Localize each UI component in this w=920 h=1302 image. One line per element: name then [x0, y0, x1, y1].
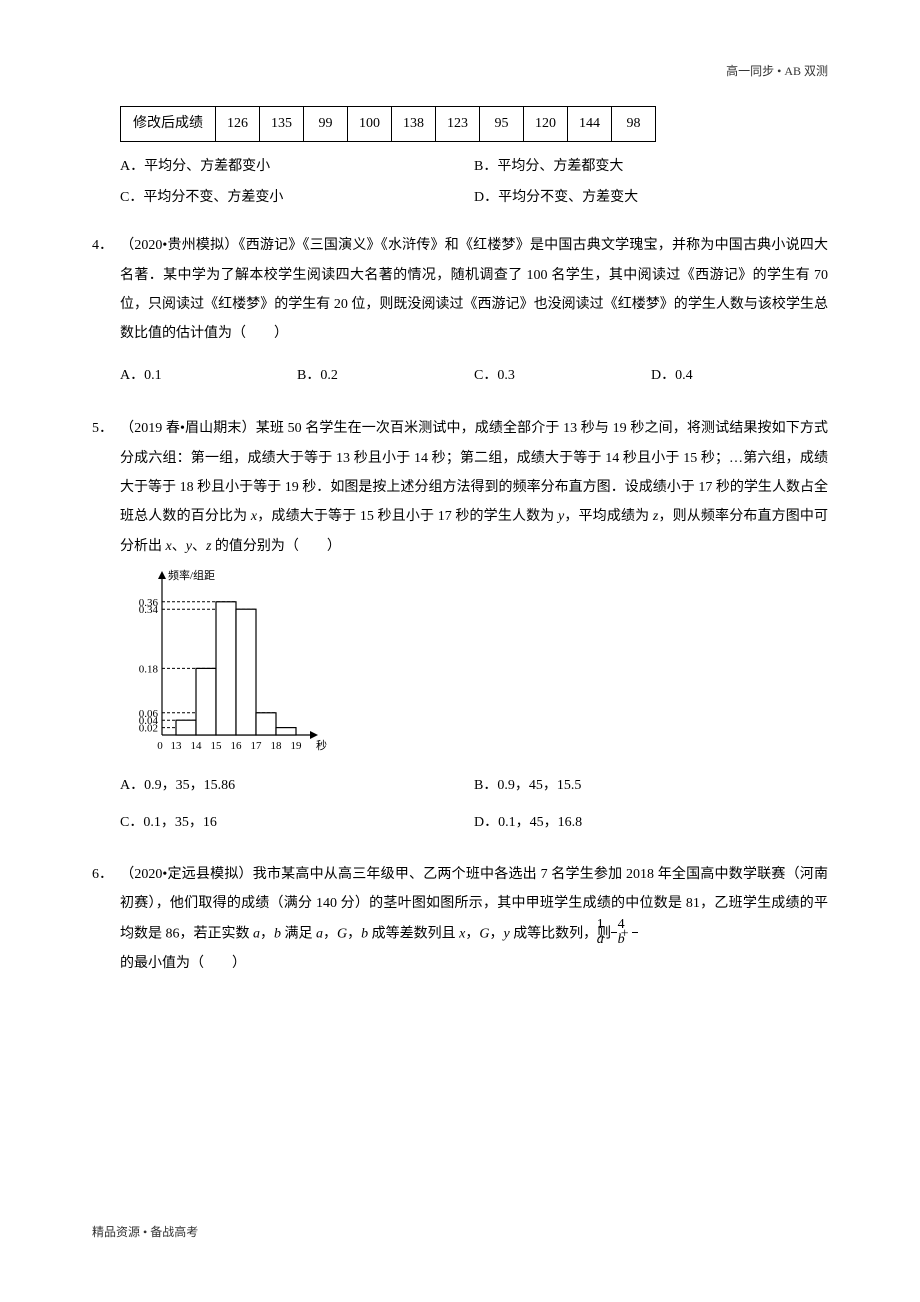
q6-a: a	[253, 926, 260, 941]
q6-t6: 成等差数列且	[368, 926, 459, 941]
q6-t10: 的最小值为（ ）	[120, 956, 246, 971]
q4-options: A．0.1 B．0.2 C．0.3 D．0.4	[120, 357, 828, 394]
q3-options: A．平均分、方差都变小 B．平均分、方差都变大 C．平均分不变、方差变小 D．平…	[120, 152, 828, 213]
svg-text:0.18: 0.18	[139, 663, 159, 675]
q5-histogram: 频率/组距秒0.020.040.060.180.340.360131415161…	[120, 567, 828, 757]
q4-option-a: A．0.1	[120, 357, 297, 394]
q5-text-7: 的值分别为（ ）	[211, 539, 341, 554]
q6-frac1-den: a	[611, 933, 617, 948]
q4-option-c: C．0.3	[474, 357, 651, 394]
q6-frac2-den: b	[632, 933, 638, 948]
table-cell: 100	[348, 107, 392, 142]
q6-G: G	[337, 926, 347, 941]
q4-number: 4．	[92, 231, 120, 260]
svg-text:17: 17	[251, 740, 263, 752]
svg-text:频率/组距: 频率/组距	[168, 568, 215, 582]
svg-text:13: 13	[171, 740, 183, 752]
q6-frac2-num: 4	[632, 918, 638, 934]
q5-option-d: D．0.1，45，16.8	[474, 804, 828, 841]
q3-table: 修改后成绩 126 135 99 100 138 123 95 120 144 …	[120, 106, 656, 142]
q6-frac1: 1a	[611, 918, 617, 948]
q5-text-5: 、	[172, 539, 186, 554]
q5-text-2: ，成绩大于等于 15 秒且小于 17 秒的学生人数为	[257, 509, 558, 524]
table-cell: 135	[260, 107, 304, 142]
table-cell: 123	[436, 107, 480, 142]
q6: 6．（2020•定远县模拟）我市某高中从高三年级甲、乙两个班中各选出 7 名学生…	[92, 860, 828, 979]
page-header-right: 高一同步 • AB 双测	[726, 62, 828, 81]
svg-text:0.06: 0.06	[139, 708, 159, 720]
main-content: 修改后成绩 126 135 99 100 138 123 95 120 144 …	[92, 106, 828, 978]
q4-option-b: B．0.2	[297, 357, 474, 394]
q3-option-c: C．平均分不变、方差变小	[120, 183, 474, 213]
q3-option-d: D．平均分不变、方差变大	[474, 183, 828, 213]
q6-t5: ，	[347, 926, 361, 941]
table-cell: 99	[304, 107, 348, 142]
svg-text:14: 14	[191, 740, 203, 752]
q5: 5．（2019 春•眉山期末）某班 50 名学生在一次百米测试中，成绩全部介于 …	[92, 414, 828, 842]
q6-G2: G	[479, 926, 489, 941]
q3-option-b: B．平均分、方差都变大	[474, 152, 828, 182]
q6-t9: 成等比数列，则	[510, 926, 612, 941]
svg-text:19: 19	[291, 740, 303, 752]
svg-text:0: 0	[157, 740, 163, 752]
table-cell: 120	[524, 107, 568, 142]
q5-option-b: B．0.9，45，15.5	[474, 767, 828, 804]
q6-b: b	[274, 926, 281, 941]
q4: 4．（2020•贵州模拟）《西游记》《三国演义》《水浒传》和《红楼梦》是中国古典…	[92, 231, 828, 394]
q6-frac1-num: 1	[611, 918, 617, 934]
q6-t4: ，	[323, 926, 337, 941]
table-row: 修改后成绩 126 135 99 100 138 123 95 120 144 …	[121, 107, 656, 142]
q3-row-label: 修改后成绩	[121, 107, 216, 142]
q6-a2: a	[316, 926, 323, 941]
q4-text: （2020•贵州模拟）《西游记》《三国演义》《水浒传》和《红楼梦》是中国古典文学…	[120, 238, 828, 341]
q6-t2: ，	[260, 926, 274, 941]
svg-text:秒: 秒	[316, 738, 327, 752]
svg-text:16: 16	[231, 740, 243, 752]
table-cell: 138	[392, 107, 436, 142]
q6-t3: 满足	[281, 926, 316, 941]
q4-option-d: D．0.4	[651, 357, 828, 394]
q6-number: 6．	[92, 860, 120, 889]
q5-text-6: 、	[192, 539, 206, 554]
svg-text:0.36: 0.36	[139, 597, 159, 609]
q5-option-c: C．0.1，35，16	[120, 804, 474, 841]
svg-text:18: 18	[271, 740, 283, 752]
q5-text-3: ，平均成绩为	[564, 509, 653, 524]
q5-number: 5．	[92, 414, 120, 443]
q6-t8: ，	[489, 926, 503, 941]
q5-option-a: A．0.9，35，15.86	[120, 767, 474, 804]
q3-option-a: A．平均分、方差都变小	[120, 152, 474, 182]
table-cell: 144	[568, 107, 612, 142]
table-cell: 98	[612, 107, 656, 142]
q6-frac2: 4b	[632, 918, 638, 948]
q5-options: A．0.9，35，15.86 B．0.9，45，15.5 C．0.1，35，16…	[120, 767, 828, 842]
q6-t7: ，	[465, 926, 479, 941]
page-footer: 精品资源 • 备战高考	[92, 1223, 198, 1242]
table-cell: 126	[216, 107, 260, 142]
table-cell: 95	[480, 107, 524, 142]
histogram-svg: 频率/组距秒0.020.040.060.180.340.360131415161…	[120, 567, 350, 757]
svg-text:15: 15	[211, 740, 223, 752]
